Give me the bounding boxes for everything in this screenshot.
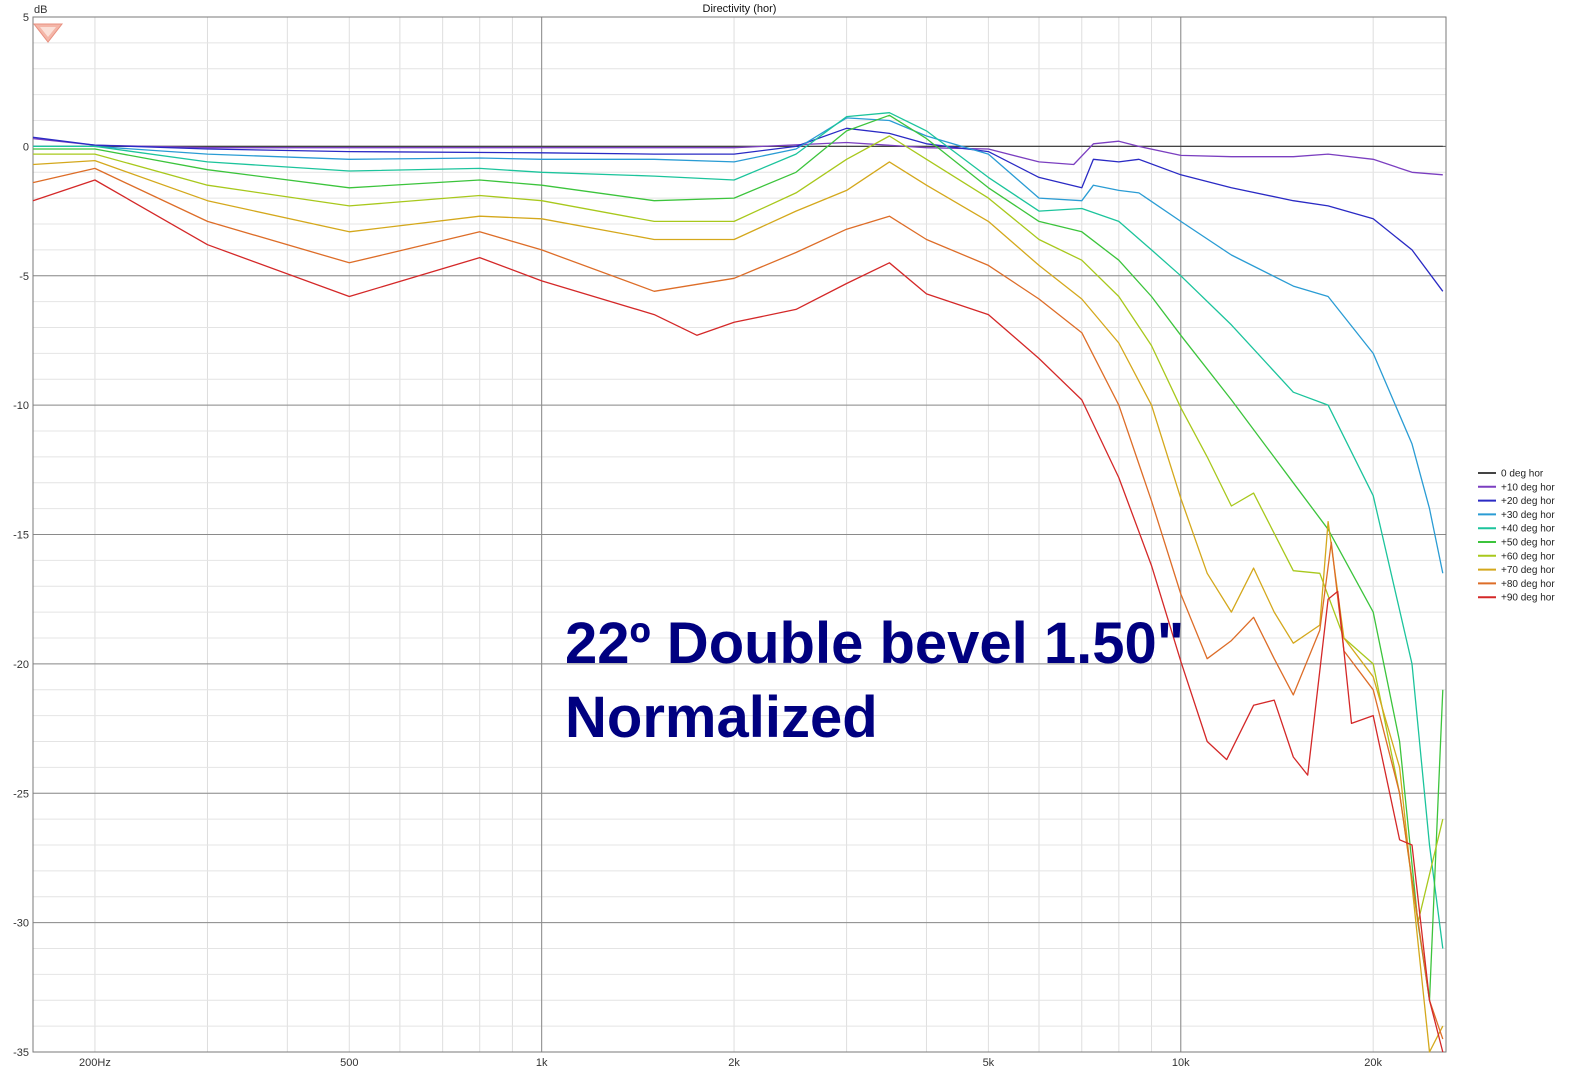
series-line <box>32 167 1444 1040</box>
x-axis-ticks: 200Hz 500 1k 2k 5k 10k 20k <box>79 1057 1382 1069</box>
y-tick-label: 0 <box>23 141 29 153</box>
x-tick-label: 5k <box>983 1057 995 1069</box>
legend-entry: +40 deg hor <box>1501 524 1555 535</box>
series-layer <box>32 112 1444 1053</box>
x-tick-label: 1k <box>536 1057 548 1069</box>
series-line <box>33 135 1444 924</box>
y-tick-label: -15 <box>13 530 29 542</box>
series-line <box>32 127 1444 292</box>
y-tick-label: -5 <box>19 271 29 283</box>
app-logo-icon <box>32 23 64 43</box>
x-tick-label: 10k <box>1172 1057 1190 1069</box>
series-line <box>32 179 1444 1053</box>
annotation-title: 22º Double bevel 1.50" <box>565 611 1184 676</box>
series-line <box>32 137 1443 176</box>
legend-entry: 0 deg hor <box>1501 469 1544 480</box>
y-tick-label: -25 <box>13 788 29 800</box>
y-tick-label: -35 <box>13 1047 29 1059</box>
series-line <box>33 112 1444 949</box>
x-tick-label: 500 <box>340 1057 358 1069</box>
y-tick-label: 5 <box>23 12 29 24</box>
y-tick-label: -20 <box>13 659 29 671</box>
y-tick-label: -10 <box>13 400 29 412</box>
legend-entry: +60 deg hor <box>1501 551 1555 562</box>
legend-entry: +10 deg hor <box>1501 482 1555 493</box>
series-line <box>32 159 1444 1053</box>
legend-entry: +30 deg hor <box>1501 510 1555 521</box>
plot-frame <box>32 16 1447 1053</box>
x-tick-label: 200Hz <box>79 1057 111 1069</box>
legend-entry: +50 deg hor <box>1501 538 1555 549</box>
legend-entry: +90 deg hor <box>1501 593 1555 604</box>
x-tick-label: 2k <box>728 1057 740 1069</box>
series-line <box>33 114 1444 1001</box>
legend-entry: +70 deg hor <box>1501 565 1555 576</box>
series-line <box>33 117 1444 574</box>
y-axis-label: dB <box>34 4 47 16</box>
annotation-subtitle: Normalized <box>565 685 878 750</box>
legend-entry: +80 deg hor <box>1501 579 1555 590</box>
x-tick-label: 20k <box>1364 1057 1382 1069</box>
legend-entry: +20 deg hor <box>1501 496 1555 507</box>
y-axis-ticks: 5 0 -5 -10 -15 -20 -25 -30 -35 <box>13 12 29 1059</box>
chart-title: Directivity (hor) <box>703 3 777 15</box>
legend: 0 deg hor +10 deg hor +20 deg hor +30 deg h… <box>1478 469 1555 604</box>
y-tick-label: -30 <box>13 918 29 930</box>
